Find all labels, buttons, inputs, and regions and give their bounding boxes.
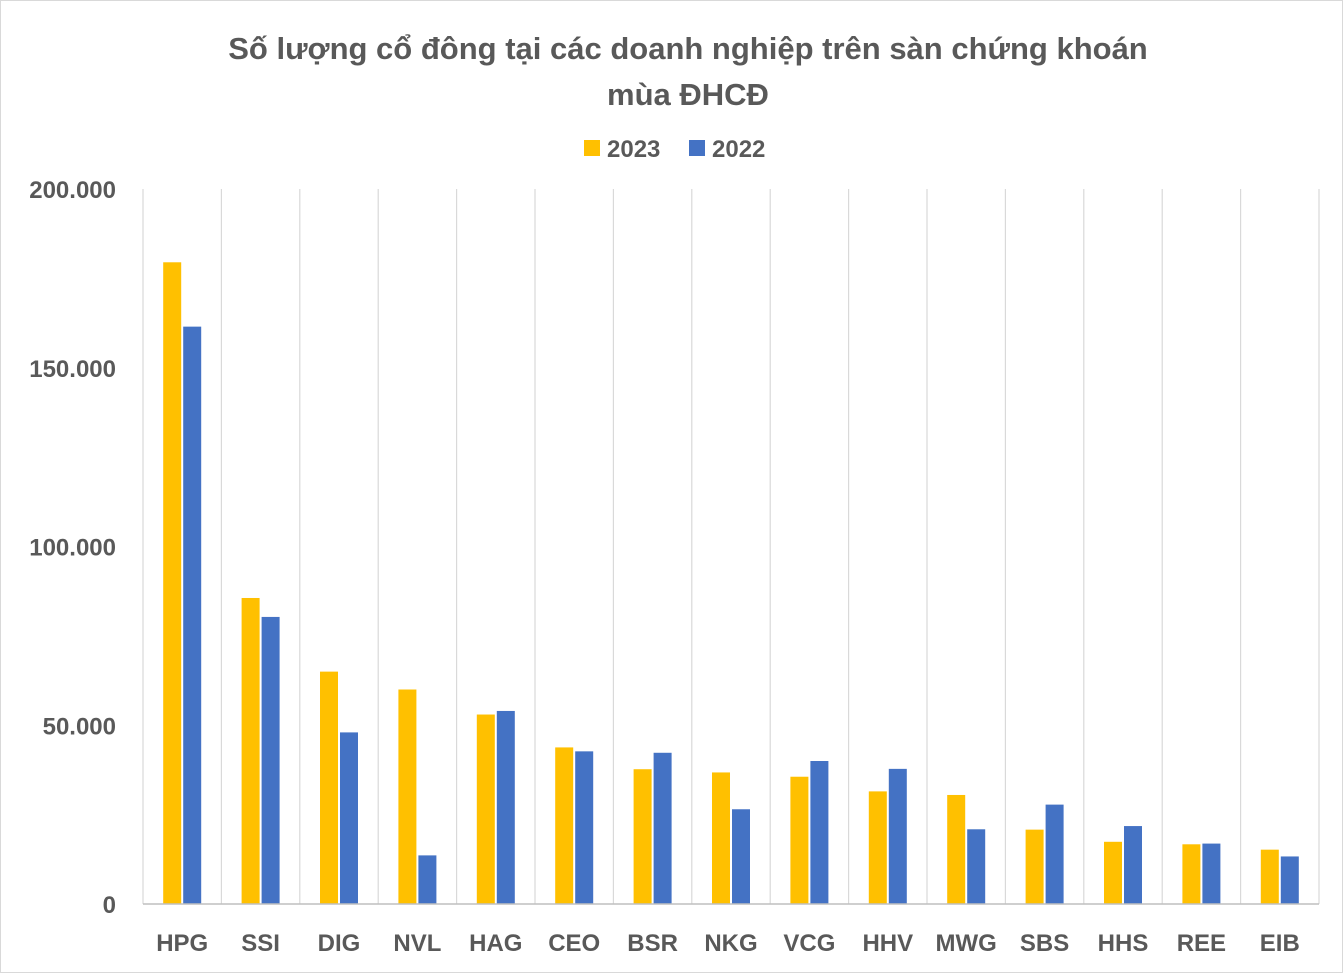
x-tick-label: CEO [548,930,600,957]
bar-hag-2022 [496,710,515,904]
x-tick-label: MWG [936,930,997,957]
bar-mwg-2023 [947,794,966,904]
y-axis: 0 50.000 100.000 150.000 200.000 [29,177,116,919]
bar-mwg-2022 [967,829,986,904]
bar-hhv-2023 [868,791,887,904]
legend-swatch-2022 [689,140,705,156]
bar-dig-2023 [320,671,338,904]
bar-ssi-2023 [241,597,260,904]
bar-eib-2022 [1280,856,1299,904]
y-tick-label: 200.000 [29,177,116,204]
bar-nkg-2023 [712,772,730,904]
bar-ssi-2022 [261,616,280,904]
x-tick-label: HHV [862,930,913,957]
y-tick-label: 50.000 [43,713,116,740]
x-tick-label: EIB [1260,930,1300,957]
bar-hhs-2022 [1124,826,1142,904]
bar-eib-2023 [1260,849,1279,904]
bar-ceo-2022 [575,751,594,904]
bar-sbs-2023 [1025,829,1044,904]
bar-nvl-2022 [418,855,437,904]
bar-vcg-2022 [810,761,829,904]
bar-hpg-2022 [183,326,202,904]
gridlines [142,189,1320,904]
x-tick-label: HPG [156,930,208,957]
x-tick-label: VCG [783,930,835,957]
bar-ceo-2023 [555,747,574,904]
bar-hhv-2022 [888,768,907,904]
bar-ree-2023 [1182,844,1201,904]
legend-label-2023: 2023 [607,136,660,163]
y-tick-label: 0 [103,892,116,919]
bar-sbs-2022 [1045,804,1064,904]
bars [163,262,1299,905]
x-tick-label: NVL [393,930,441,957]
legend-label-2022: 2022 [712,136,765,163]
bar-dig-2022 [340,732,358,904]
x-tick-label: SSI [241,930,280,957]
chart-title-line-1: Số lượng cổ đông tại các doanh nghiệp tr… [228,31,1148,66]
y-tick-label: 150.000 [29,356,116,383]
legend-swatch-2023 [584,140,600,156]
x-tick-label: REE [1177,930,1226,957]
bar-hag-2023 [476,714,495,904]
x-tick-label: HHS [1098,930,1149,957]
x-tick-label: SBS [1020,930,1069,957]
bar-nkg-2022 [732,809,750,904]
x-tick-label: DIG [318,930,361,957]
y-tick-label: 100.000 [29,535,116,562]
x-tick-label: NKG [704,930,757,957]
x-axis: HPG SSI DIG NVL HAG CEO BSR NKG VCG HHV MWG SBS HHS R… [156,930,1300,957]
bar-hhs-2023 [1104,841,1122,904]
bar-nvl-2023 [398,689,417,904]
legend: 2023 2022 [584,136,765,163]
x-tick-label: BSR [627,930,678,957]
bar-hpg-2023 [163,262,182,905]
bar-bsr-2022 [653,752,672,904]
bar-ree-2022 [1202,843,1221,904]
bar-bsr-2023 [633,769,652,904]
chart-title-line-2: mùa ĐHCĐ [607,77,769,112]
bar-vcg-2023 [790,776,809,904]
x-tick-label: HAG [469,930,522,957]
